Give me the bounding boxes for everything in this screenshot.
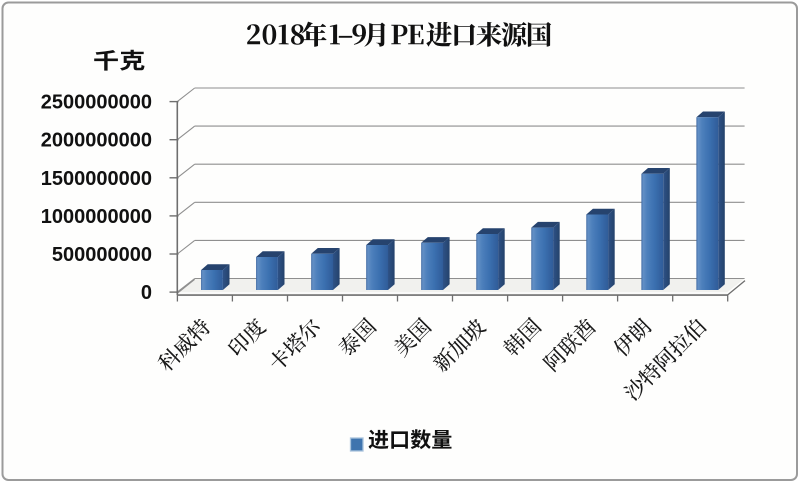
svg-text:1500000000: 1500000000 xyxy=(41,168,152,190)
svg-text:500000000: 500000000 xyxy=(52,244,152,266)
svg-text:2500000000: 2500000000 xyxy=(41,92,152,114)
svg-text:0: 0 xyxy=(141,282,152,304)
svg-text:2000000000: 2000000000 xyxy=(41,130,152,152)
svg-text:1000000000: 1000000000 xyxy=(41,206,152,228)
